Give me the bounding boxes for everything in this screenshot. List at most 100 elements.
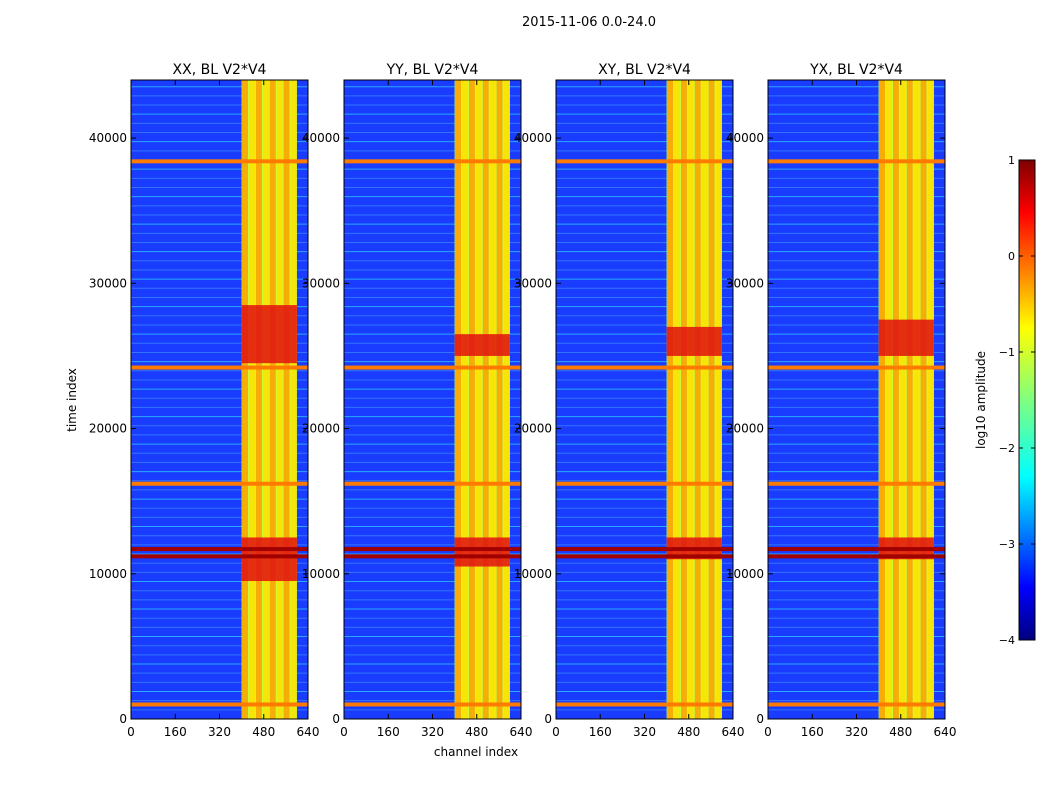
band-streak	[503, 80, 510, 719]
band-streak	[906, 80, 913, 719]
band-streak	[673, 80, 680, 719]
band-streak	[694, 80, 701, 719]
panels: XX, BL V2*V4 0 160 320 480 640 0 10000 20000 3000…	[89, 62, 957, 739]
band-streak	[290, 80, 297, 719]
strong-region	[878, 319, 934, 356]
band-streak	[475, 80, 482, 719]
y-tick-label: 30000	[89, 276, 127, 290]
colorbar-tick-label: −4	[999, 634, 1015, 647]
figure-title: 2015-11-06 0.0-24.0	[522, 15, 656, 30]
band-streak	[701, 80, 708, 719]
x-tick-label: 160	[801, 725, 824, 739]
band-streak	[892, 80, 899, 719]
band-streak	[242, 80, 249, 719]
y-tick-label: 20000	[726, 422, 764, 436]
rfi-line	[556, 365, 733, 370]
rfi-line	[768, 365, 945, 370]
band-streak	[269, 80, 276, 719]
x-tick-label: 160	[164, 725, 187, 739]
band-streak	[262, 80, 269, 719]
band-streak	[667, 80, 674, 719]
strong-region	[241, 305, 297, 364]
band-streak	[496, 80, 503, 719]
rfi-line	[768, 554, 945, 559]
band-streak	[879, 80, 886, 719]
rfi-line	[556, 159, 733, 164]
x-axis-label: channel index	[434, 745, 518, 759]
rfi-line	[131, 365, 308, 370]
colorbar-tick-label: −1	[999, 346, 1015, 359]
band-streak	[687, 80, 694, 719]
rfi-line	[556, 702, 733, 707]
y-tick-label: 20000	[302, 422, 340, 436]
y-tick-label: 20000	[514, 422, 552, 436]
rfi-line	[344, 547, 521, 552]
y-tick-label: 40000	[302, 131, 340, 145]
y-tick-label: 30000	[302, 276, 340, 290]
panel-4: YX, BL V2*V4 0 160 320 480 640 0 10000 20000 3000…	[726, 62, 957, 739]
rfi-line	[344, 365, 521, 370]
y-tick-label: 40000	[514, 131, 552, 145]
x-tick-label: 640	[297, 725, 320, 739]
strong-region	[454, 334, 510, 356]
band-streak	[899, 80, 906, 719]
band-streak	[927, 80, 934, 719]
x-tick-label: 0	[340, 725, 348, 739]
band-streak	[248, 80, 255, 719]
panel-title: YX, BL V2*V4	[809, 62, 903, 78]
x-tick-label: 0	[127, 725, 135, 739]
y-tick-label: 0	[332, 712, 340, 726]
panel-title: XY, BL V2*V4	[598, 62, 691, 78]
y-tick-label: 10000	[302, 567, 340, 581]
colorbar-tick-label: 1	[1008, 154, 1015, 167]
x-tick-label: 160	[377, 725, 400, 739]
rfi-line	[768, 702, 945, 707]
panel-2: YY, BL V2*V4 0 160 320 480 640 0 10000 20000 3000…	[302, 62, 533, 739]
x-tick-label: 320	[208, 725, 231, 739]
rfi-line	[768, 547, 945, 552]
x-tick-label: 320	[633, 725, 656, 739]
rfi-line	[556, 554, 733, 559]
rfi-line	[344, 554, 521, 559]
x-tick-label: 640	[510, 725, 533, 739]
band-streak	[468, 80, 475, 719]
rfi-line	[131, 554, 308, 559]
x-tick-label: 640	[934, 725, 957, 739]
rfi-line	[344, 481, 521, 486]
x-tick-label: 160	[589, 725, 612, 739]
colorbar-label: log10 amplitude	[974, 351, 988, 449]
x-tick-label: 480	[465, 725, 488, 739]
band-streak	[680, 80, 687, 719]
colorbar: log10 amplitude 1 0 −1 −2 −3 −4	[974, 154, 1036, 647]
strong-region	[241, 537, 297, 582]
x-tick-label: 320	[421, 725, 444, 739]
panel-1: XX, BL V2*V4 0 160 320 480 640 0 10000 20000 3000…	[89, 62, 320, 739]
rfi-line	[556, 547, 733, 552]
rfi-line	[768, 159, 945, 164]
panel-3: XY, BL V2*V4 0 160 320 480 640 0 10000 20000 3000…	[514, 62, 745, 739]
band-streak	[708, 80, 715, 719]
x-tick-label: 480	[889, 725, 912, 739]
colorbar-gradient	[1018, 159, 1036, 641]
y-tick-label: 10000	[89, 567, 127, 581]
band-streak	[455, 80, 462, 719]
rfi-line	[768, 481, 945, 486]
band-streak	[482, 80, 489, 719]
y-axis-label: time index	[65, 368, 79, 432]
y-tick-label: 10000	[726, 567, 764, 581]
panel-title: XX, BL V2*V4	[173, 62, 267, 78]
y-tick-label: 30000	[514, 276, 552, 290]
colorbar-tick-label: −2	[999, 442, 1015, 455]
x-tick-label: 480	[252, 725, 275, 739]
y-tick-label: 0	[756, 712, 764, 726]
band-streak	[715, 80, 722, 719]
band-streak	[489, 80, 496, 719]
rfi-line	[131, 159, 308, 164]
y-tick-label: 20000	[89, 422, 127, 436]
panel-title: YY, BL V2*V4	[386, 62, 479, 78]
x-tick-label: 320	[845, 725, 868, 739]
x-tick-label: 640	[722, 725, 745, 739]
y-tick-label: 0	[119, 712, 127, 726]
band-streak	[461, 80, 468, 719]
band-streak	[920, 80, 927, 719]
